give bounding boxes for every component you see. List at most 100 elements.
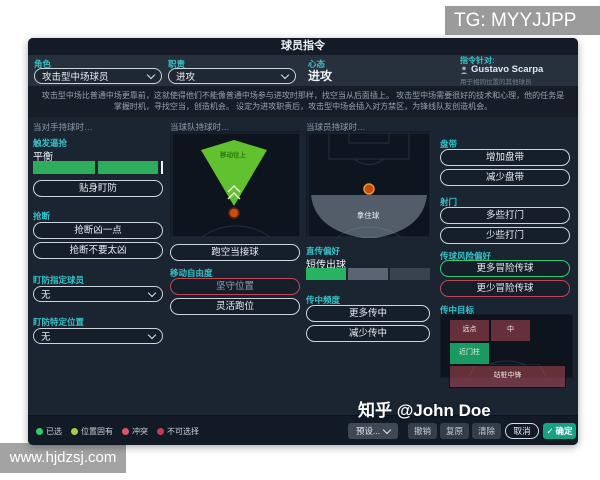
cross-target-centre[interactable]: 中 xyxy=(490,319,531,342)
target-player-row[interactable]: Gustavo Scarpa xyxy=(460,64,543,75)
cross-aim-label: 传中目标 xyxy=(440,305,475,315)
legend-dot-unavailable xyxy=(157,427,164,435)
player-position-dot xyxy=(228,207,240,219)
footer-bar: 已选 位置固有 冲突 不可选择 预设... 撤销 xyxy=(28,415,578,445)
mark-position-value: 无 xyxy=(41,332,51,343)
pressing-slider-segment xyxy=(98,161,158,174)
redo-button[interactable]: 复原 xyxy=(440,423,469,439)
chevron-down-icon xyxy=(146,70,156,79)
cross-target-grid: 远点 中 近门柱 站桩中锋 xyxy=(449,319,566,388)
watermark-zhihu: 知乎 @John Doe xyxy=(358,401,491,420)
roam-from-position-button[interactable]: 灵活跑位 xyxy=(170,298,300,315)
legend-label: 位置固有 xyxy=(81,426,113,436)
watermark-telegram: TG: MYYJJPP xyxy=(445,6,600,35)
legend-item: 不可选择 xyxy=(157,426,199,437)
cross-less-button[interactable]: 减少传中 xyxy=(306,325,430,342)
goal-area-line xyxy=(348,132,390,144)
cross-more-button[interactable]: 更多传中 xyxy=(306,305,430,322)
goal-arc-line xyxy=(487,360,527,366)
risky-passes-less-button[interactable]: 更少冒险传球 xyxy=(440,280,570,297)
chevron-down-icon xyxy=(382,425,392,434)
passing-slider-active-segment xyxy=(306,268,346,280)
shoot-less-button[interactable]: 少些打门 xyxy=(440,227,570,244)
dribble-less-button[interactable]: 减少盘带 xyxy=(440,169,570,186)
dribble-more-button[interactable]: 增加盘带 xyxy=(440,149,570,166)
pressing-slider-segment xyxy=(33,161,95,174)
chevron-down-icon xyxy=(147,330,157,339)
movement-freedom-label: 移动自由度 xyxy=(170,268,213,278)
clear-button[interactable]: 清除 xyxy=(472,423,501,439)
mentality-label: 心态 xyxy=(308,59,326,69)
instructions-for-label: 指令针对: xyxy=(460,56,495,65)
pressing-value: 平衡 xyxy=(33,152,53,163)
duty-dropdown[interactable]: 进攻 xyxy=(168,68,296,84)
crossing-frequency-label: 传中频度 xyxy=(306,295,341,305)
pressing-slider-handle[interactable] xyxy=(161,161,163,174)
duty-value: 进攻 xyxy=(176,72,196,83)
mark-player-label: 盯防指定球员 xyxy=(33,275,85,285)
tackle-harder-button[interactable]: 抢断凶一点 xyxy=(33,222,163,239)
player-possession-zone-label: 拿住球 xyxy=(356,211,380,220)
confirm-button[interactable]: ✓ 确定 xyxy=(543,423,576,439)
column-header-opposition: 当对手持球时… xyxy=(33,122,93,132)
role-description: 攻击型中场比普通中场更靠前，这就使得他们不能像普通中场参与进攻时那样，找空当从后… xyxy=(28,86,578,117)
legend-label: 不可选择 xyxy=(167,426,199,436)
role-dropdown[interactable]: 攻击型中场球员 xyxy=(34,68,162,84)
mentality-value: 进攻 xyxy=(308,69,333,83)
forward-run-zone[interactable] xyxy=(201,140,267,206)
passing-risk-label: 传球风险偏好 xyxy=(440,251,492,261)
team-possession-pitch[interactable] xyxy=(170,131,301,343)
mark-position-dropdown[interactable]: 无 xyxy=(33,328,163,344)
tight-marking-button[interactable]: 贴身盯防 xyxy=(33,180,163,197)
team-possession-zone-label: 移动往上 xyxy=(220,152,246,159)
column-header-team-possession: 当球队持球时… xyxy=(170,122,230,132)
preset-button[interactable]: 预设... xyxy=(348,423,398,439)
undo-button[interactable]: 撤销 xyxy=(408,423,437,439)
legend: 已选 位置固有 冲突 不可选择 xyxy=(36,416,199,445)
shoot-more-button[interactable]: 多些打门 xyxy=(440,207,570,224)
cross-target-far-post[interactable]: 远点 xyxy=(449,319,490,342)
tackle-easier-button[interactable]: 抢断不要太凶 xyxy=(33,242,163,259)
role-value: 攻击型中场球员 xyxy=(42,72,109,83)
hold-up-ball-zone[interactable] xyxy=(311,195,427,239)
risky-passes-more-button[interactable]: 更多冒险传球 xyxy=(440,260,570,277)
cancel-button[interactable]: 取消 xyxy=(505,423,539,439)
chevron-down-icon xyxy=(147,288,157,297)
passing-slider-segment xyxy=(348,268,388,280)
legend-dot-conflict xyxy=(122,427,129,435)
passing-directness-value: 短传出球 xyxy=(306,260,346,271)
mark-player-value: 无 xyxy=(41,290,51,301)
player-position-dot xyxy=(363,183,375,195)
penalty-arc-line xyxy=(353,158,385,165)
hold-position-button[interactable]: 坚守位置 xyxy=(170,278,300,295)
confirm-button-label: 确定 xyxy=(555,426,573,436)
cross-target-near-post[interactable]: 近门柱 xyxy=(449,342,490,365)
legend-item: 冲突 xyxy=(122,426,148,437)
player-icon xyxy=(460,66,468,74)
duty-label: 职责 xyxy=(168,59,186,69)
player-possession-pitch[interactable] xyxy=(306,131,431,338)
legend-dot-selected xyxy=(36,427,43,435)
passing-directness-slider[interactable] xyxy=(306,268,430,280)
column-header-player-possession: 当球员持球时… xyxy=(306,122,366,132)
move-into-space-button[interactable]: 跑空当接球 xyxy=(170,244,300,261)
role-label: 角色 xyxy=(34,59,52,69)
legend-item: 已选 xyxy=(36,426,62,437)
cross-target-target-man[interactable]: 站桩中锋 xyxy=(449,365,566,388)
preset-button-label: 预设... xyxy=(355,426,381,436)
chevron-down-icon xyxy=(280,70,290,79)
pressing-slider[interactable] xyxy=(33,161,163,174)
shooting-label: 射门 xyxy=(440,197,458,207)
legend-item: 位置固有 xyxy=(71,426,113,437)
legend-dot-position-inherent xyxy=(71,427,78,435)
up-arrows-icon xyxy=(227,185,241,200)
target-player-name: Gustavo Scarpa xyxy=(471,64,544,75)
mark-position-label: 盯防特定位置 xyxy=(33,317,85,327)
dribbling-label: 盘带 xyxy=(440,139,458,149)
header-row xyxy=(28,55,578,86)
mark-player-dropdown[interactable]: 无 xyxy=(33,286,163,302)
legend-label: 已选 xyxy=(46,426,62,436)
legend-label: 冲突 xyxy=(132,426,148,436)
passing-slider-segment xyxy=(390,268,430,280)
passing-directness-label: 直传偏好 xyxy=(306,246,341,256)
